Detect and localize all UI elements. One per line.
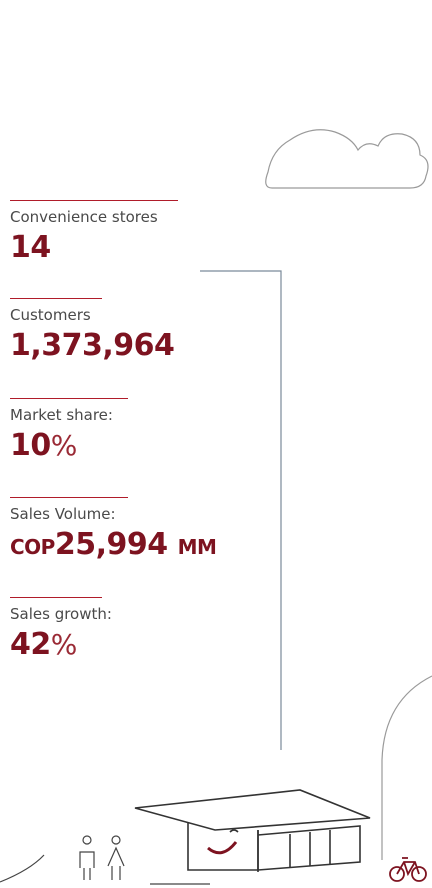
value-number: 1,373,964 [10,328,174,363]
stat-label: Market share: [10,406,128,424]
hill [382,676,432,860]
people [80,836,124,880]
stat-label: Sales Volume: [10,505,216,523]
value-unit: % [51,628,77,661]
ground [0,855,210,884]
page: Convenience stores 14 Customers 1,373,964 Ma… [0,0,432,888]
stat-value: 42% [10,627,112,662]
rule [10,597,102,598]
rule [10,398,128,399]
value-number: 10 [10,428,51,463]
stat: Sales growth: 42% [10,597,112,662]
stat: Customers 1,373,964 [10,298,174,363]
cloud [266,130,428,188]
stat: Sales Volume: COP25,994 MM [10,497,216,562]
rule [10,200,178,201]
rule [10,298,102,299]
value-unit: % [51,429,77,462]
value-suffix: MM [178,535,217,559]
value-prefix: COP [10,535,55,559]
stat: Market share: 10% [10,398,128,463]
value-number: 25,994 [55,527,168,562]
value-number: 42 [10,627,51,662]
stat-value: COP25,994 MM [10,527,216,562]
value-number: 14 [10,230,51,265]
stat-value: 1,373,964 [10,328,174,363]
stat-label: Sales growth: [10,605,112,623]
bicycle [390,858,426,881]
store [135,790,370,872]
stat-label: Convenience stores [10,208,178,226]
stat: Convenience stores 14 [10,200,178,265]
stat-label: Customers [10,306,174,324]
rule [10,497,128,498]
stat-value: 14 [10,230,178,265]
stat-value: 10% [10,428,128,463]
